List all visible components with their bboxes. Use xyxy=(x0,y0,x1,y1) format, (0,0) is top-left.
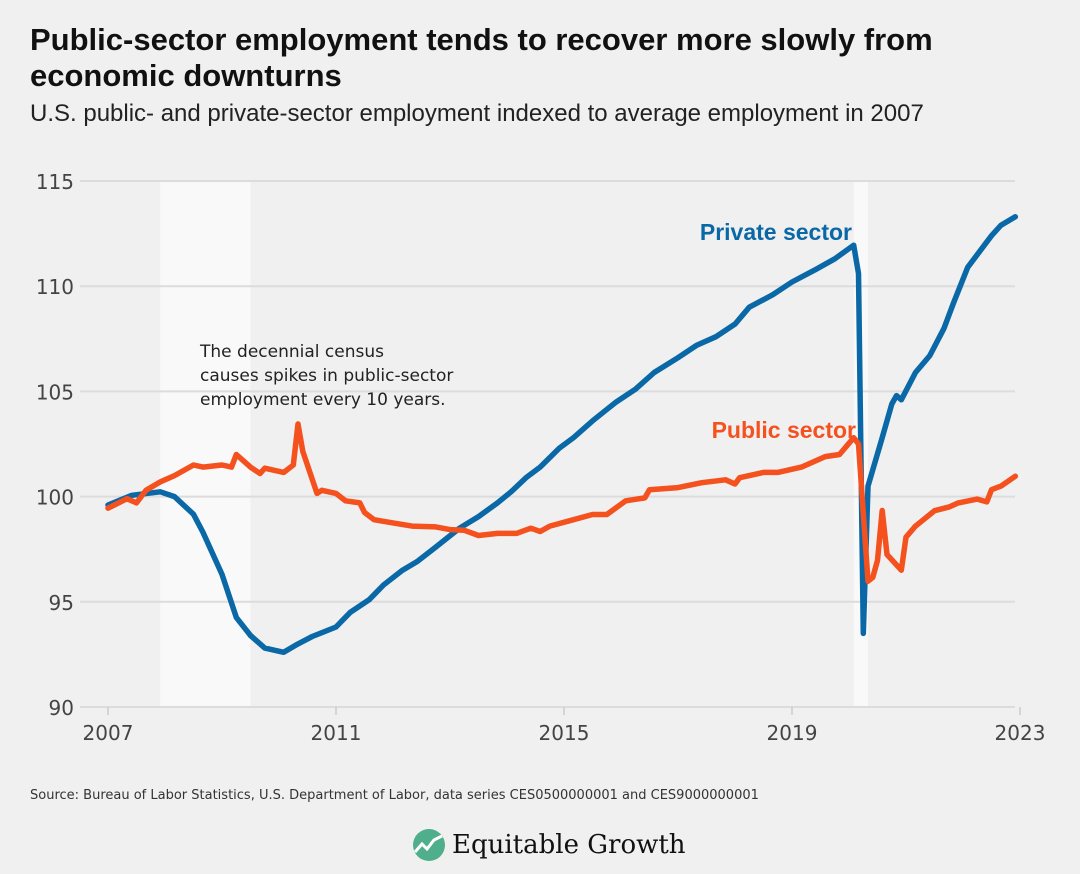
y-tick-label: 100 xyxy=(36,486,74,510)
census-annotation: The decennial census causes spikes in pub… xyxy=(199,342,453,410)
line-chart: 90 95 100 105 110 115 2007 2011 2015 2019 2023 Pri… xyxy=(36,170,1046,745)
source-note: Source: Bureau of Labor Statistics, U.S.… xyxy=(30,788,759,803)
rising-chart-circle-icon xyxy=(413,829,445,861)
annotation-line: The decennial census xyxy=(199,342,384,362)
x-tick-label: 2007 xyxy=(83,721,134,745)
chart-title: Public-sector employment tends to recove… xyxy=(30,22,933,93)
y-tick-label: 105 xyxy=(36,380,74,404)
annotation-line: employment every 10 years. xyxy=(200,390,446,410)
public-sector-line xyxy=(105,421,1019,584)
logo-text: Equitable Growth xyxy=(452,830,686,860)
x-tick-label: 2023 xyxy=(995,721,1046,745)
private-sector-label: Private sector xyxy=(700,219,852,245)
chart-subtitle: U.S. public- and private-sector employme… xyxy=(30,100,924,127)
equitable-growth-logo: Equitable Growth xyxy=(412,828,686,862)
y-tick-label: 110 xyxy=(36,275,74,299)
y-tick-label: 95 xyxy=(49,591,74,615)
public-sector-label: Public sector xyxy=(712,417,856,443)
y-tick-label: 90 xyxy=(49,696,74,720)
y-tick-label: 115 xyxy=(36,170,74,194)
x-tick-label: 2015 xyxy=(539,721,590,745)
private-sector-line xyxy=(105,214,1019,656)
annotation-line: causes spikes in public-sector xyxy=(200,366,453,386)
recession-shading xyxy=(160,181,251,707)
x-tick-label: 2019 xyxy=(767,721,818,745)
x-tick-label: 2011 xyxy=(311,721,362,745)
